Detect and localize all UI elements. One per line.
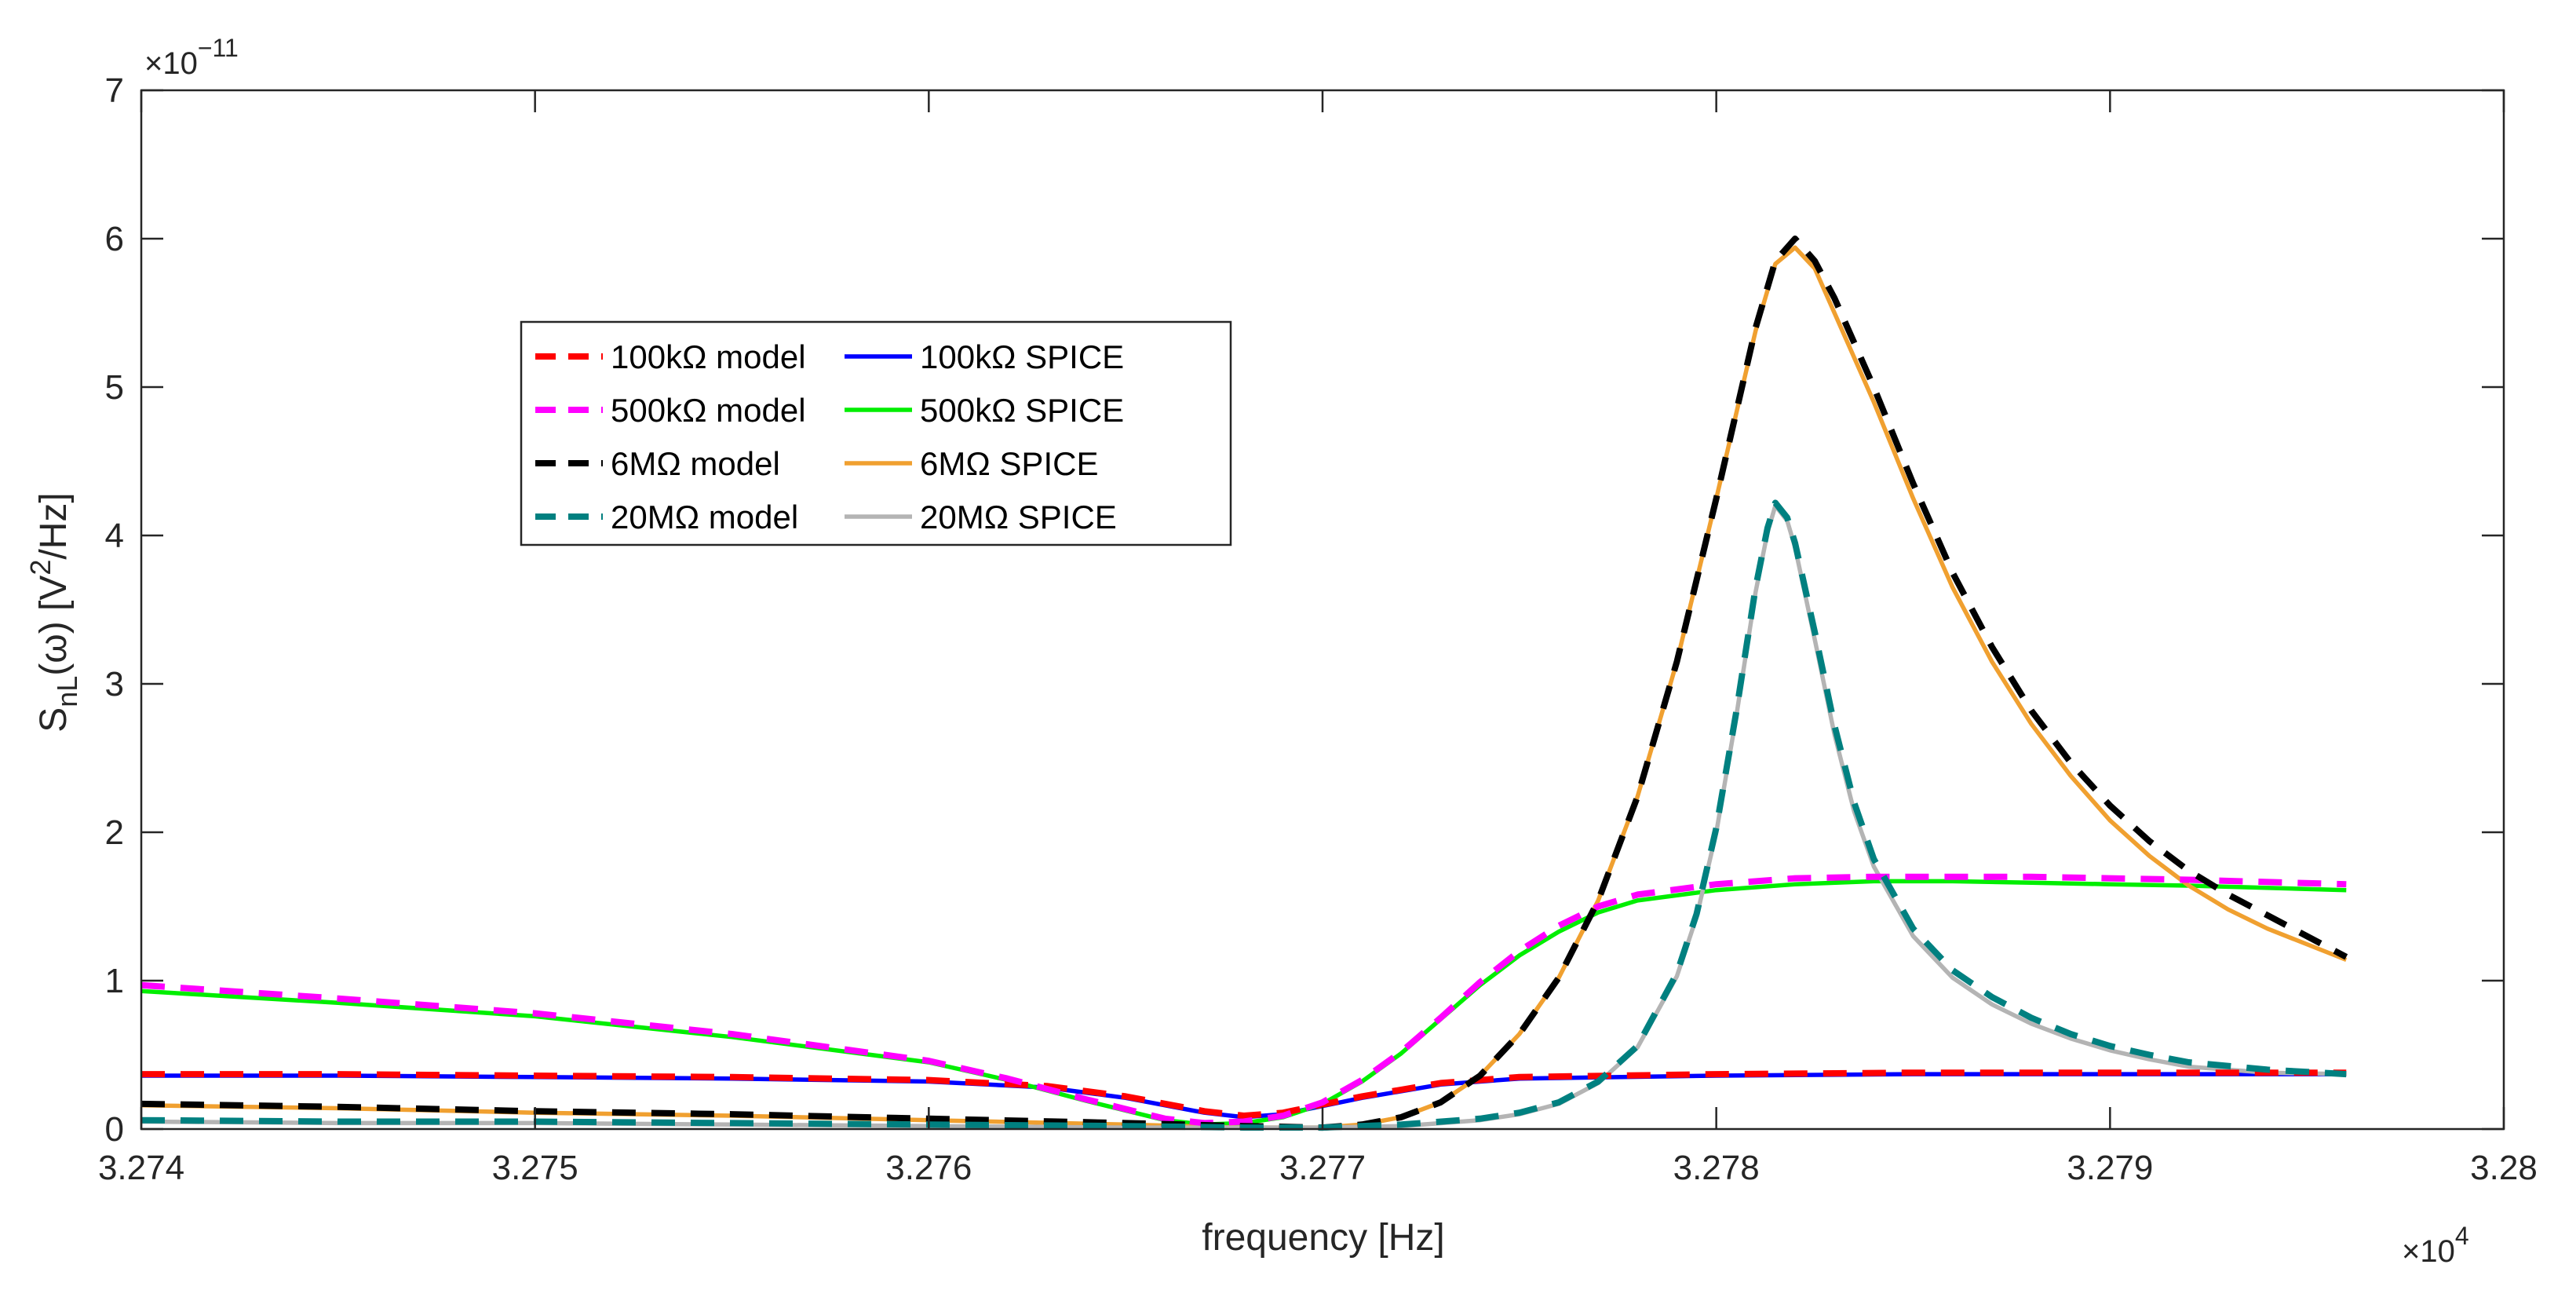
x-multiplier: ×104 bbox=[2402, 1222, 2469, 1269]
legend-entry-label: 6MΩ model bbox=[611, 445, 780, 482]
series-line-500kω-model bbox=[140, 873, 2347, 1127]
y-tick-label: 2 bbox=[105, 813, 124, 852]
plot-background bbox=[141, 90, 2504, 1129]
y-axis-label-base: S bbox=[33, 707, 75, 733]
series-layer bbox=[140, 236, 2348, 1131]
y-tick-label: 4 bbox=[105, 517, 124, 555]
y-tick-label: 6 bbox=[105, 220, 124, 258]
y-tick-label: 0 bbox=[105, 1110, 124, 1149]
legend-entry-label: 6MΩ SPICE bbox=[920, 445, 1098, 482]
x-tick-label: 3.279 bbox=[2067, 1149, 2153, 1187]
x-tick-label: 3.277 bbox=[1279, 1149, 1366, 1187]
y-multiplier-exp: −11 bbox=[198, 34, 239, 62]
series-line-20mω-model bbox=[140, 499, 2347, 1131]
legend-entry-label: 20MΩ SPICE bbox=[920, 499, 1117, 535]
legend-entry-label: 100kΩ SPICE bbox=[920, 338, 1124, 375]
axes-layer: 3.274 3.275 3.276 3.277 3.278 3.279 3.28 0 1 2 3 4 5… bbox=[98, 71, 2538, 1187]
legend-entry-label: 500kΩ SPICE bbox=[920, 392, 1124, 429]
x-tick-label: 3.28 bbox=[2470, 1149, 2538, 1187]
x-tick-label: 3.274 bbox=[98, 1149, 184, 1187]
legend-entry-label: 20MΩ model bbox=[611, 499, 798, 535]
y-tick-label: 5 bbox=[105, 368, 124, 407]
legend: 100kΩ model 100kΩ SPICE 500kΩ model 500kΩ S… bbox=[520, 320, 1232, 546]
x-tick-label: 3.275 bbox=[492, 1149, 578, 1187]
x-multiplier-exp: 4 bbox=[2455, 1222, 2469, 1250]
plot-area bbox=[141, 90, 2504, 1129]
x-tick-label: 3.278 bbox=[1673, 1149, 1760, 1187]
y-tick-label: 7 bbox=[105, 71, 124, 110]
x-tick-label: 3.276 bbox=[885, 1149, 972, 1187]
y-axis-label-arg: (ω) [V bbox=[33, 576, 75, 676]
y-multiplier-base: ×10 bbox=[144, 46, 198, 81]
x-axis-label: frequency [Hz] bbox=[1202, 1217, 1444, 1259]
x-multiplier-base: ×10 bbox=[2402, 1234, 2455, 1269]
legend-box bbox=[520, 320, 1232, 546]
y-axis-label: SnL(ω) [V2/Hz] bbox=[24, 492, 83, 733]
y-multiplier: ×10−11 bbox=[144, 34, 239, 81]
y-axis-label-sub: nL bbox=[51, 676, 83, 707]
legend-entry-label: 100kΩ model bbox=[611, 338, 806, 375]
legend-entry-label: 500kΩ model bbox=[611, 392, 806, 429]
y-axis-label-sup: 2 bbox=[24, 560, 57, 576]
y-tick-label: 1 bbox=[105, 962, 124, 1000]
y-tick-label: 3 bbox=[105, 665, 124, 703]
y-axis-label-end: /Hz] bbox=[33, 492, 75, 559]
series-line-100kω-model bbox=[141, 1069, 2347, 1119]
